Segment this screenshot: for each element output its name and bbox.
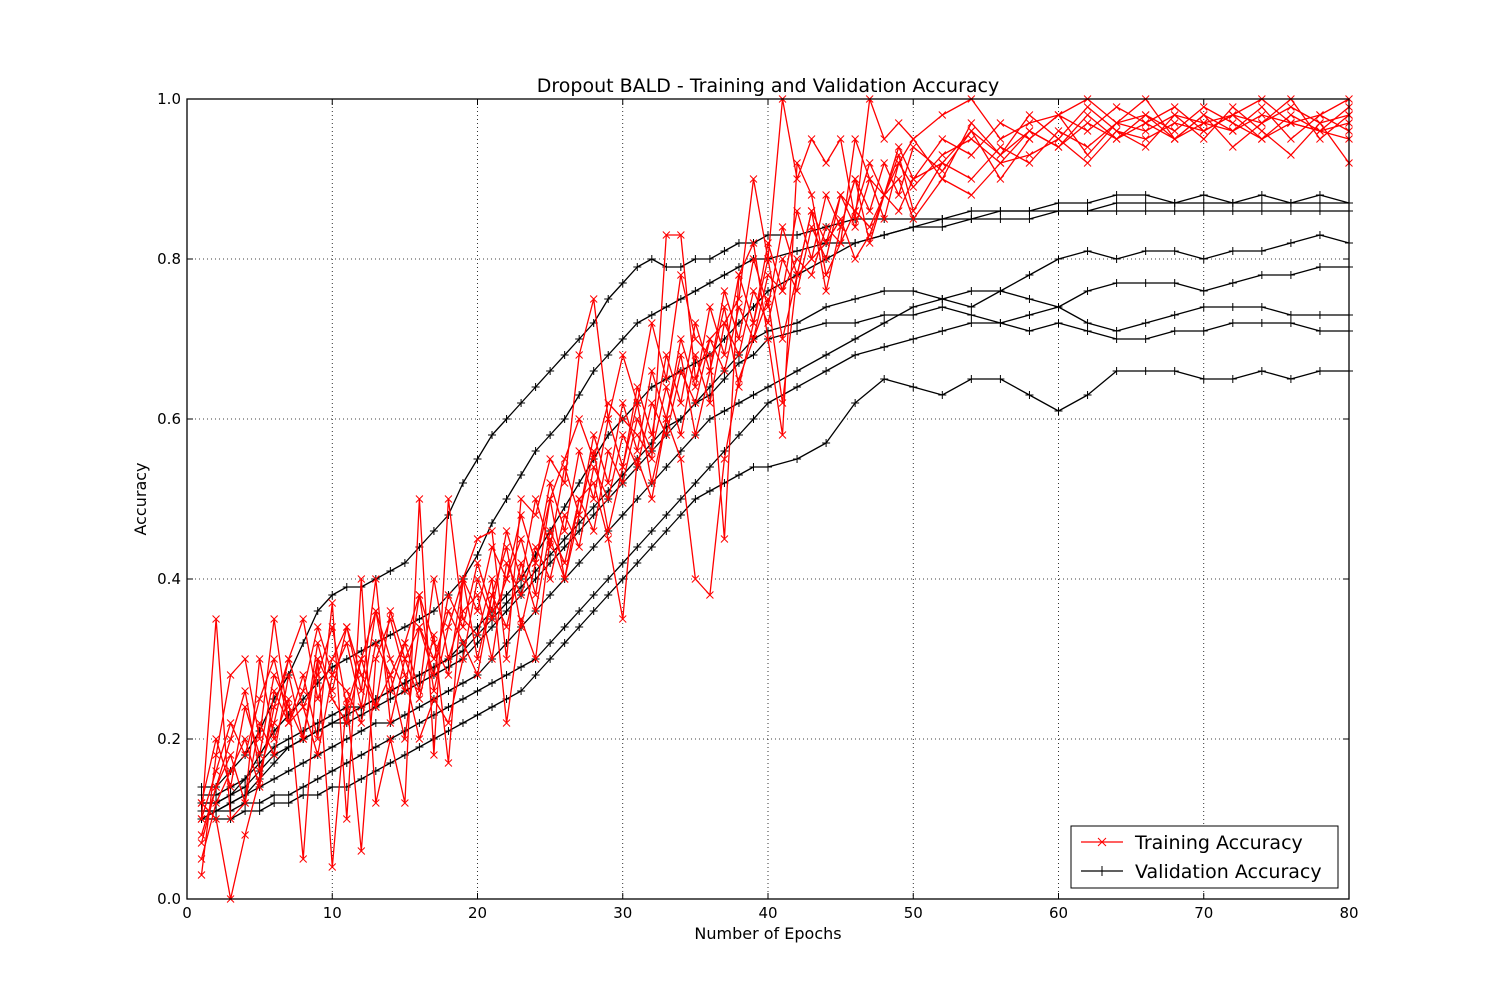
x-tick-label: 40 (758, 904, 777, 922)
x-tick-label: 50 (904, 904, 923, 922)
x-tick-label: 30 (613, 904, 632, 922)
legend: Training Accuracy Validation Accuracy (1071, 826, 1338, 888)
x-axis-label: Number of Epochs (694, 924, 841, 943)
y-tick-label: 0.6 (157, 410, 181, 428)
y-tick-label: 0.0 (157, 890, 181, 908)
y-tick-label: 0.4 (157, 570, 181, 588)
chart-title: Dropout BALD - Training and Validation A… (537, 75, 999, 97)
legend-training-label: Training Accuracy (1134, 832, 1303, 854)
x-tick-label: 70 (1194, 904, 1213, 922)
x-tick-label: 0 (182, 904, 192, 922)
x-tick-label: 20 (468, 904, 487, 922)
y-tick-label: 1.0 (157, 90, 181, 108)
y-tick-label: 0.2 (157, 730, 181, 748)
x-tick-label: 60 (1049, 904, 1068, 922)
x-tick-label: 10 (323, 904, 342, 922)
legend-validation-label: Validation Accuracy (1135, 861, 1322, 883)
x-tick-label: 80 (1339, 904, 1358, 922)
y-tick-label: 0.8 (157, 250, 181, 268)
y-axis-label: Accuracy (131, 462, 150, 535)
